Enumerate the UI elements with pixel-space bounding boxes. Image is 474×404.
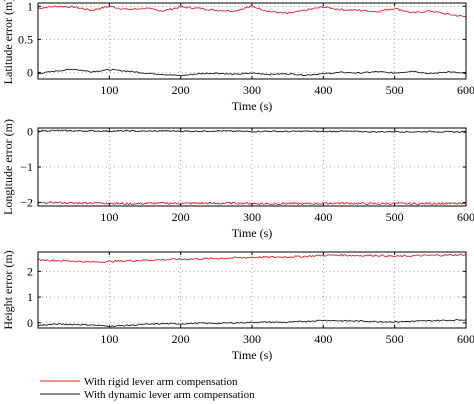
y-tick-label: 0 [27,316,33,330]
y-tick-label: 0.5 [18,32,33,46]
x-tick-label: 200 [172,210,190,224]
series-line-rigid [37,253,467,264]
x-tick-label: 400 [314,83,332,97]
y-axis-label: Height error (m) [1,250,15,329]
legend-label: With dynamic lever arm compensation [84,389,255,401]
x-axis-label: Time (s) [232,99,273,113]
y-axis-label: Longitude error (m) [1,119,15,215]
x-tick-label: 100 [100,210,118,224]
x-tick-label: 300 [243,83,261,97]
x-tick-label: 200 [172,332,190,346]
x-tick-label: 600 [457,332,474,346]
x-tick-label: 200 [172,83,190,97]
x-tick-label: 600 [457,83,474,97]
chart-panel-3: 100 200 300 400 500 600 0 1 2 Time (s) Height erro… [1,250,474,362]
series-line-dynamic [37,68,467,77]
chart-panel-1: 100 200 300 400 500 600 0 0.5 1 Time (s) Latitude … [1,0,474,113]
x-tick-label: 100 [100,332,118,346]
y-tick-label: 2 [27,264,33,278]
x-axis-label: Time (s) [232,226,273,240]
x-tick-label: 500 [386,332,404,346]
y-tick-label: −2 [20,195,33,209]
series-line-dynamic [37,129,467,134]
chart-panel-2: 100 200 300 400 500 600 −2 −1 0 Time (s) Longitude… [1,119,474,240]
y-axis-label: Latitude error (m) [1,0,15,84]
y-tick-label: 1 [27,0,33,13]
x-axis-label: Time (s) [232,348,273,362]
y-tick-label: −1 [20,160,33,174]
x-tick-label: 500 [386,210,404,224]
x-tick-label: 300 [243,332,261,346]
x-tick-label: 500 [386,83,404,97]
x-tick-label: 100 [100,83,118,97]
y-tick-label: 1 [27,290,33,304]
y-tick-label: 0 [27,125,33,139]
y-tick-label: 0 [27,65,33,79]
x-tick-label: 400 [314,332,332,346]
x-tick-label: 300 [243,210,261,224]
x-tick-label: 600 [457,210,474,224]
x-tick-label: 400 [314,210,332,224]
legend-label: With rigid lever arm compensation [84,376,238,388]
